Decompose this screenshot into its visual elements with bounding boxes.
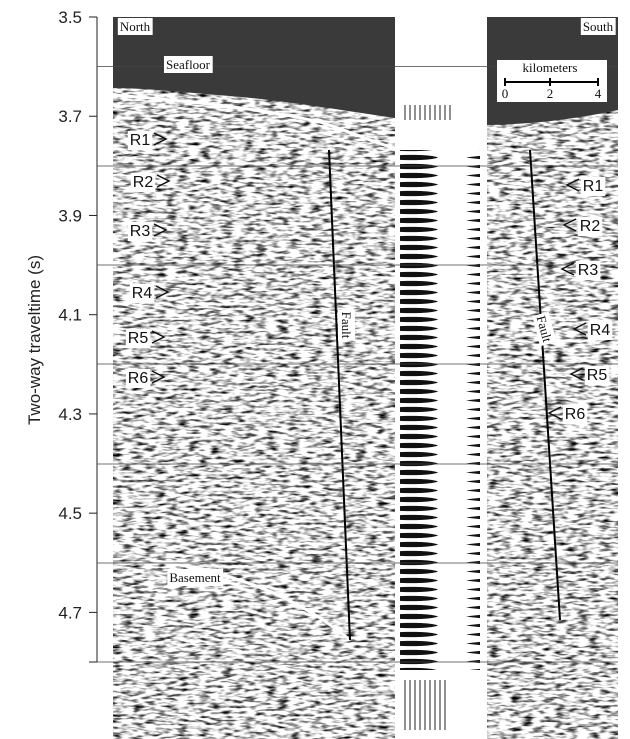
fault-line-right <box>529 149 561 621</box>
trace-ticks <box>404 105 451 730</box>
label-box <box>587 321 613 340</box>
axis-title: Two-way traveltime (s) <box>25 255 44 425</box>
seafloor-line <box>112 93 396 150</box>
arrow <box>560 262 575 276</box>
time-lines <box>97 66 618 663</box>
label: Fault <box>534 314 556 344</box>
label: R5 <box>128 330 149 347</box>
arrow <box>151 370 166 384</box>
scale-title: kilometers <box>523 60 578 75</box>
arrow <box>151 330 166 344</box>
label: R2 <box>580 218 601 235</box>
label-box <box>580 177 606 196</box>
label: R1 <box>130 132 151 149</box>
scale-bar <box>504 78 599 86</box>
arrow <box>565 178 580 192</box>
arrow <box>156 174 171 188</box>
trace-panel <box>400 150 480 670</box>
label: R5 <box>587 367 608 384</box>
label-box <box>532 311 557 347</box>
panel-right <box>487 60 618 739</box>
label-box <box>338 309 355 341</box>
label: R6 <box>128 370 149 387</box>
label: South <box>583 19 614 34</box>
label-box <box>580 18 616 35</box>
scale-label: 0 <box>502 86 509 101</box>
label-box <box>125 329 151 348</box>
arrow <box>155 285 170 299</box>
water-left <box>113 17 395 118</box>
label-box <box>584 366 610 385</box>
label: Seafloor <box>166 57 211 72</box>
arrow <box>569 367 584 381</box>
arrow <box>572 322 587 336</box>
label-box <box>125 369 151 388</box>
scale-label: 2 <box>547 86 554 101</box>
y-tick-label: 3.7 <box>58 107 82 126</box>
label-box <box>575 261 601 280</box>
label-box <box>562 405 588 424</box>
label: Fault <box>339 312 354 339</box>
panel-left <box>113 60 395 739</box>
arrow <box>562 218 577 232</box>
label-box <box>577 217 603 236</box>
y-tick-label: 4.5 <box>58 504 82 523</box>
y-tick-label: 3.5 <box>58 8 82 27</box>
label-box <box>117 18 153 35</box>
label-box <box>127 131 153 150</box>
label: North <box>120 19 151 34</box>
label: R3 <box>578 262 599 279</box>
y-tick-label: 4.1 <box>58 306 82 325</box>
y-tick-label: 4.7 <box>58 603 82 622</box>
label: R4 <box>590 322 611 339</box>
y-tick-label: 4.3 <box>58 405 82 424</box>
label: R3 <box>130 223 151 240</box>
fault-line-left <box>328 149 351 641</box>
y-tick-label: 3.9 <box>58 206 82 225</box>
label: R2 <box>133 174 154 191</box>
label: Basement <box>169 570 221 585</box>
label-box <box>130 173 156 192</box>
label: R4 <box>132 285 153 302</box>
label-box <box>129 284 155 303</box>
arrow <box>547 406 562 420</box>
label-box <box>163 56 213 73</box>
arrow <box>153 223 168 237</box>
basement-line <box>149 558 351 642</box>
scale-label: 4 <box>595 86 602 101</box>
label: R1 <box>583 178 604 195</box>
label: R6 <box>565 406 586 423</box>
label-box <box>127 222 153 241</box>
label-box <box>167 569 224 586</box>
arrow <box>153 132 168 146</box>
